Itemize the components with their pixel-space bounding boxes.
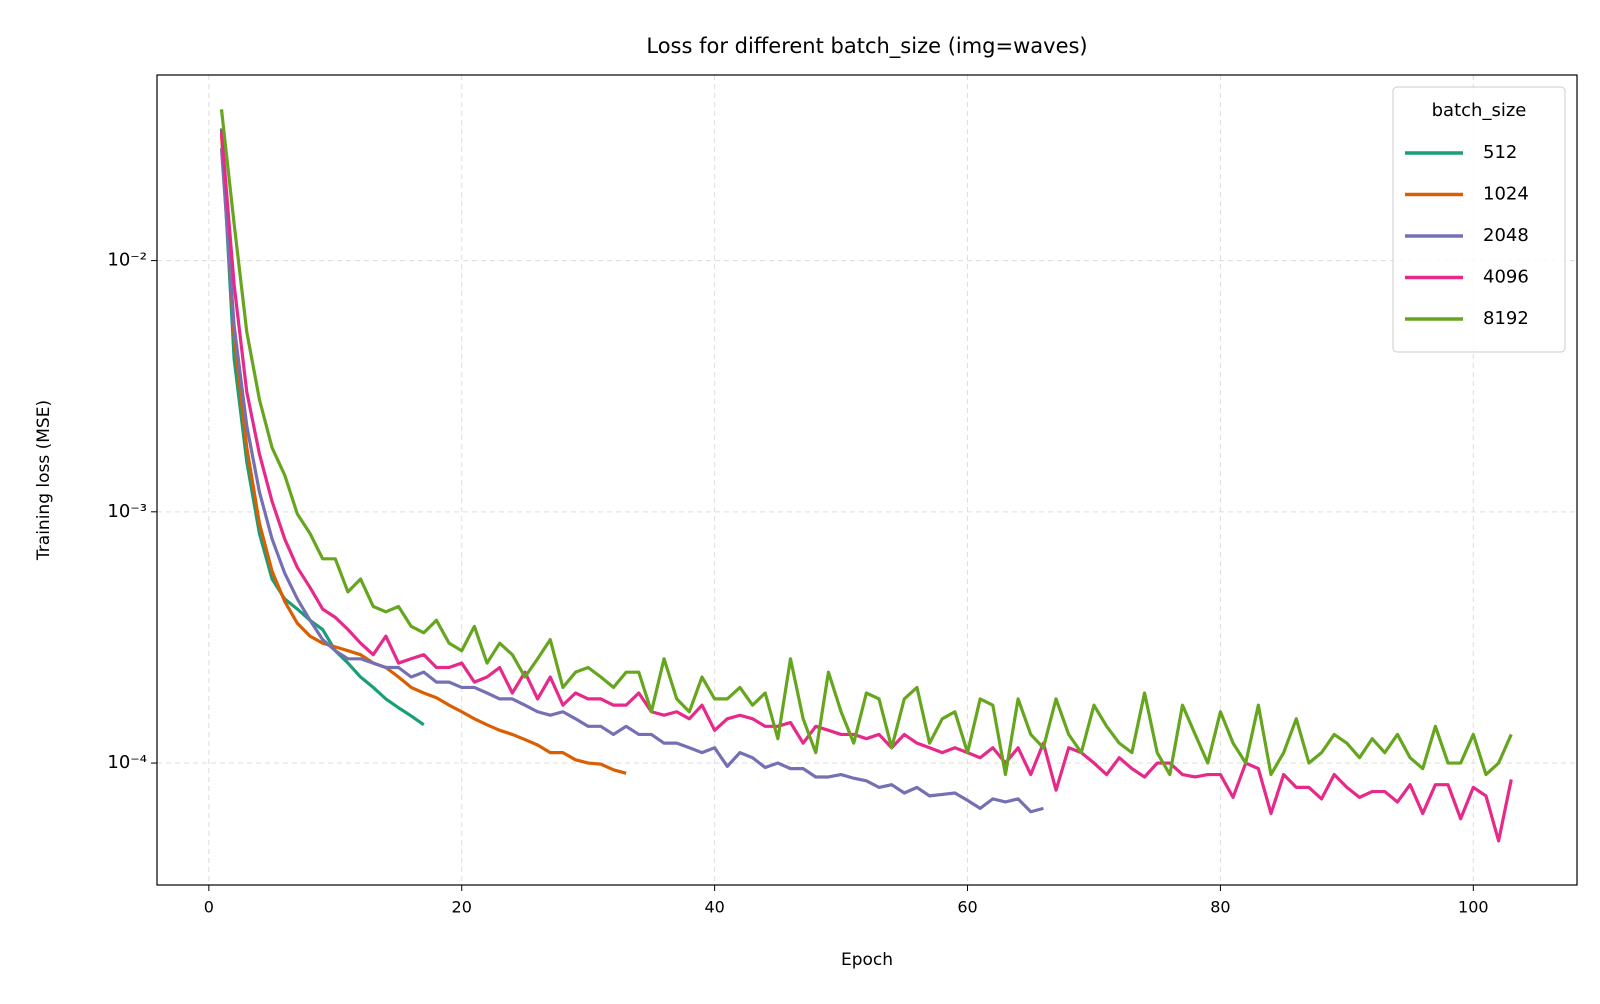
legend-label: 1024 bbox=[1483, 184, 1529, 205]
x-tick-label: 60 bbox=[957, 898, 977, 917]
series-line bbox=[219, 148, 1044, 814]
y-axis-label: Training loss (MSE) bbox=[34, 400, 54, 561]
x-tick-label: 40 bbox=[704, 898, 724, 917]
legend-box bbox=[1392, 86, 1566, 353]
x-tick-label: 0 bbox=[204, 898, 214, 917]
y-tick-label: 10⁻³ bbox=[107, 501, 147, 522]
legend-label: 4096 bbox=[1483, 267, 1529, 288]
series-line bbox=[219, 109, 1513, 777]
legend-title: batch_size bbox=[1432, 100, 1527, 121]
y-tick-label: 10⁻⁴ bbox=[107, 752, 147, 773]
series-line bbox=[219, 130, 1513, 843]
x-tick-label: 80 bbox=[1210, 898, 1230, 917]
legend-label: 8192 bbox=[1483, 308, 1529, 329]
legend-label: 2048 bbox=[1483, 225, 1529, 246]
plot-frame bbox=[156, 74, 1578, 886]
x-tick-label: 20 bbox=[452, 898, 472, 917]
chart-title: Loss for different batch_size (img=waves… bbox=[646, 34, 1087, 59]
x-axis-label: Epoch bbox=[841, 950, 893, 970]
x-tick-label: 100 bbox=[1458, 898, 1489, 917]
series-line bbox=[219, 128, 425, 727]
y-tick-label: 10⁻² bbox=[107, 250, 147, 271]
series-line bbox=[219, 133, 627, 775]
legend-label: 512 bbox=[1483, 142, 1517, 163]
